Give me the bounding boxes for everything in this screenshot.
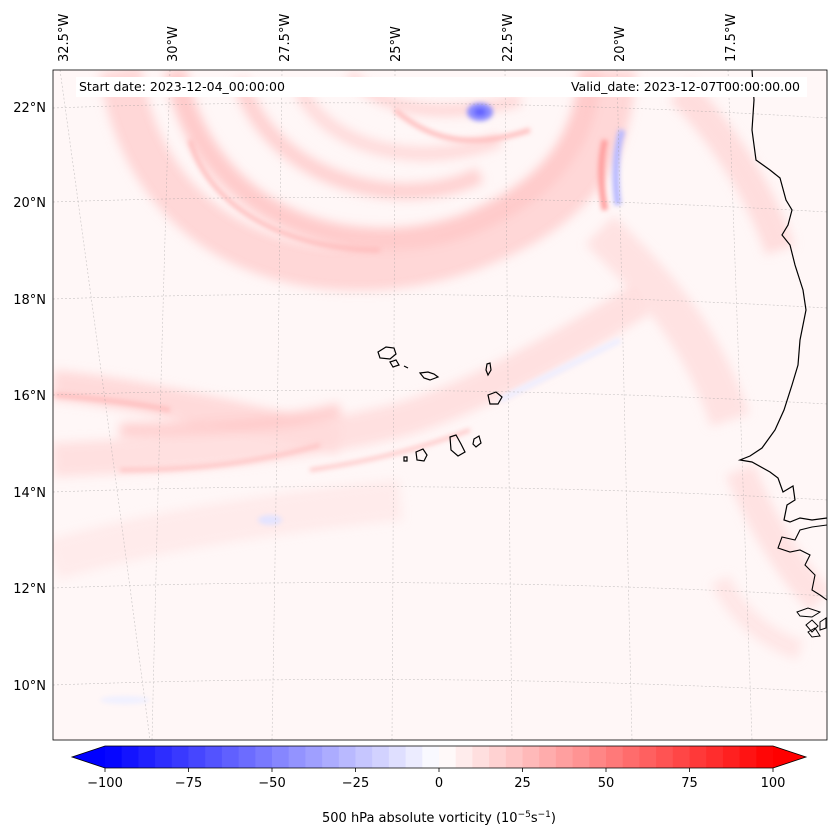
colorbar-bin [439,746,457,768]
lon-label: 17.5°W [724,14,739,62]
colorbar-bin [622,746,640,768]
colorbar-bin [305,746,323,768]
colorbar-bin [155,746,173,768]
lon-label: 30°W [166,26,181,62]
colorbar-bin [606,746,624,768]
island-santo-antao [377,346,397,360]
colorbar-bin [639,746,657,768]
colorbar-tick-label: −100 [87,776,123,791]
island-sal [485,362,492,377]
colorbar-bin [656,746,674,768]
island-sao-vicente [389,359,400,368]
island-maio [472,435,482,448]
african-coastline [737,70,827,523]
colorbar-bin [689,746,707,768]
island-sao-nicolau [418,371,440,381]
colorbar-bin [489,746,507,768]
lon-label: 32.5°W [57,14,72,62]
colorbar-tick-label: 100 [761,776,786,791]
island-fogo [415,448,428,462]
colorbar-tick-label: 50 [598,776,615,791]
colorbar-bin [572,746,590,768]
lat-label: 16°N [13,389,46,404]
lat-label: 18°N [13,293,46,308]
colorbar-segments [105,746,774,768]
colorbar-bin [522,746,540,768]
colorbar-ticks: −100 −75 −50 −25 0 25 50 75 100 [87,768,785,791]
island-santa-luzia [403,365,409,369]
colorbar-extend-max [773,746,806,768]
colorbar-bin [372,746,390,768]
longitude-labels: 32.5°W 30°W 27.5°W 25°W 22.5°W 20°W 17.5… [57,14,739,62]
colorbar-bin [272,746,290,768]
header-band [76,77,807,97]
colorbar-tick-label: −75 [175,776,202,791]
lat-label: 12°N [13,582,46,597]
colorbar-bin [205,746,223,768]
colorbar-tick-label: 25 [514,776,531,791]
colorbar-bin [255,746,273,768]
map-area [53,70,827,740]
colorbar-bin [105,746,123,768]
island-boa-vista [487,391,503,405]
island-brava [403,456,408,462]
lat-label: 20°N [13,196,46,211]
colorbar: −100 −75 −50 −25 0 25 50 75 100 500 hPa absolute… [70,745,808,826]
negative-vorticity-spot [258,515,282,525]
african-coastline-south [777,524,827,601]
colorbar-tick-label: 75 [681,776,698,791]
lon-label: 22.5°W [501,14,516,62]
cape-verde-islands [377,346,503,462]
lat-label: 10°N [13,679,46,694]
colorbar-bin [472,746,490,768]
colorbar-bin [322,746,340,768]
colorbar-bin [739,746,757,768]
colorbar-label: 500 hPa absolute vorticity (10−5s−1) [322,810,556,826]
colorbar-tick-label: −50 [258,776,285,791]
lon-label: 20°W [613,26,628,62]
colorbar-bin [355,746,373,768]
colorbar-bin [121,746,139,768]
colorbar-bin [722,746,741,768]
map-frame [52,69,828,741]
colorbar-bin [505,746,524,768]
colorbar-bin [288,746,306,768]
colorbar-bin [405,746,423,768]
colorbar-bin [338,746,357,768]
colorbar-bin [539,746,557,768]
lat-label: 14°N [13,486,46,501]
colorbar-bin [171,746,190,768]
colorbar-bin [188,746,206,768]
colorbar-bin [672,746,691,768]
colorbar-bin [388,746,407,768]
latitude-labels: 22°N 20°N 18°N 16°N 14°N 12°N 10°N [13,101,46,694]
colorbar-bin [756,746,774,768]
island-santiago [449,434,466,457]
positive-vorticity-streak [598,139,608,211]
lat-label: 22°N [13,101,46,116]
graticule [53,70,827,740]
valid-date-label: Valid_date: 2023-12-07T00:00:00.00 [571,79,800,94]
colorbar-bin [221,746,240,768]
colorbar-bin [238,746,256,768]
colorbar-bin [706,746,724,768]
colorbar-bin [555,746,574,768]
colorbar-bin [589,746,607,768]
lon-label: 25°W [389,26,404,62]
colorbar-bin [422,746,440,768]
colorbar-tick-label: 0 [435,776,443,791]
colorbar-extend-min [72,746,105,768]
guinea-bissau-islands [796,607,827,638]
vorticity-field [53,70,827,660]
colorbar-bin [138,746,156,768]
start-date-label: Start date: 2023-12-04_00:00:00 [79,79,285,94]
colorbar-bin [455,746,473,768]
negative-vorticity-streak [612,128,626,206]
colorbar-tick-label: −25 [342,776,369,791]
lon-label: 27.5°W [278,14,293,62]
